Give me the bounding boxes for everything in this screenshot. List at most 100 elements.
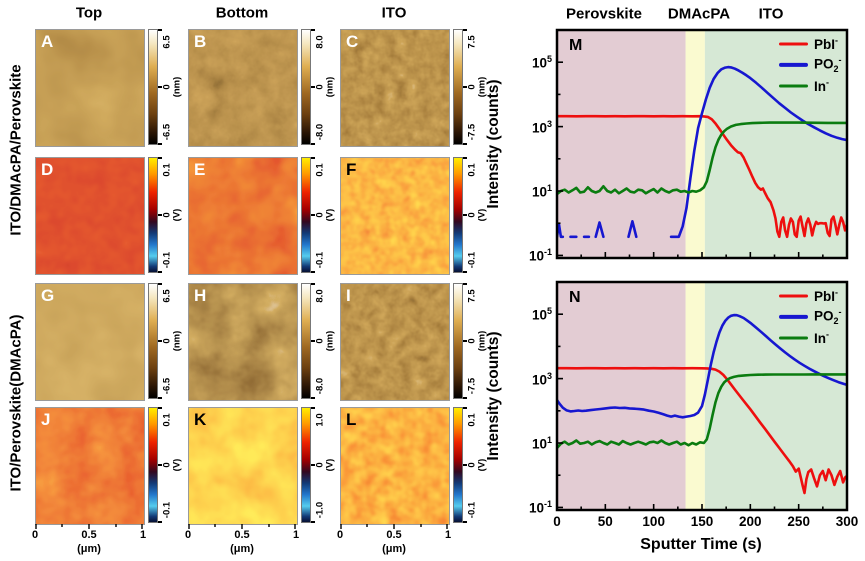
x-axis-title: Sputter Time (s): [640, 536, 762, 553]
legend-item-In-: In-: [779, 329, 829, 346]
colorbar-I-min: -7.5: [466, 377, 478, 395]
colorbar-L-min: -0.1: [466, 501, 478, 519]
colorbar-G-tick-2: [158, 397, 162, 399]
chart-N-xtick-4: 200: [739, 514, 762, 529]
chart-N-plot: [555, 280, 849, 512]
panel-letter-J: J: [41, 410, 51, 429]
colorbar-L-tick-2: [463, 521, 467, 523]
colorbar-A-min: -6.5: [161, 123, 173, 141]
colorbar-B-tick-0: [311, 29, 315, 31]
colorbar-K-tick-1: [311, 464, 315, 466]
legend-label-PO2-: PO2-: [814, 306, 842, 327]
panel-letter-C: C: [346, 32, 359, 51]
region-label-ito: ITO: [758, 5, 784, 23]
colorbar-G-tick-0: [158, 283, 162, 285]
colorbar-F-min: -0.1: [466, 251, 478, 269]
legend-swatch-In-: [779, 84, 808, 88]
colorbar-D: [148, 157, 158, 273]
legend-label-In-: In-: [814, 329, 829, 346]
colorbar-K-tick-2: [311, 521, 315, 523]
colorbar-F-tick-0: [463, 157, 467, 159]
afm-image-K: [188, 407, 298, 525]
colorbar-F-unit: (V): [476, 208, 488, 222]
afm-image-C: [340, 29, 450, 147]
colorbar-H-max: 8.0: [314, 289, 326, 303]
legend-item-PO2-: PO2-: [779, 55, 842, 74]
colorbar-E-min: -0.1: [314, 251, 326, 269]
colorbar-H-min: -8.0: [314, 377, 326, 395]
colorbar-D-unit: (V): [171, 208, 183, 222]
colorbar-J-min: -0.1: [161, 501, 173, 519]
chart-N-xtick-2: 100: [642, 514, 665, 529]
afm-image-G: [35, 283, 145, 401]
colorbar-A-tick-2: [158, 143, 162, 145]
colorbar-J-unit: (V): [171, 458, 183, 472]
panel-letter-D: D: [41, 160, 54, 179]
column-header-top: Top: [75, 4, 103, 22]
row-group-label-1: ITO/DMAcPA/Perovskite: [7, 64, 25, 236]
afm-image-F: [340, 157, 450, 275]
colorbar-E-tick-0: [311, 157, 315, 159]
afm-image-I: [340, 283, 450, 401]
afm-image-B: [188, 29, 298, 147]
colorbar-C-max: 7.5: [466, 35, 478, 49]
chart-panel-letter-N: N: [569, 289, 581, 306]
colorbar-K-min: -1.0: [314, 501, 326, 519]
colorbar-L-tick-0: [463, 407, 467, 409]
afm-xtick-col2-2: 1: [444, 529, 452, 541]
chart-N-xtick-6: 300: [835, 514, 859, 529]
colorbar-J-max: 0.1: [161, 413, 173, 427]
legend-item-PbI-: PbI-: [779, 288, 838, 304]
chart-N-ytick-2: 101: [531, 434, 552, 452]
colorbar-H-unit: (nm): [324, 330, 336, 352]
afm-image-L: [340, 407, 450, 525]
colorbar-E-tick-1: [311, 214, 315, 216]
afm-xtick-col0-0: 0: [31, 529, 39, 541]
legend-item-In-: In-: [779, 77, 829, 94]
colorbar-D-max: 0.1: [161, 163, 173, 177]
panel-letter-I: I: [346, 286, 351, 305]
colorbar-D-tick-1: [158, 214, 162, 216]
colorbar-G: [148, 283, 158, 399]
colorbar-E-unit: (V): [324, 208, 336, 222]
panel-letter-L: L: [346, 410, 357, 429]
panel-letter-H: H: [194, 286, 207, 305]
legend-swatch-In-: [779, 336, 808, 340]
y-axis-title-N: Intensity (counts): [485, 331, 502, 461]
colorbar-A-tick-0: [158, 29, 162, 31]
colorbar-L-tick-1: [463, 464, 467, 466]
colorbar-C-min: -7.5: [466, 123, 478, 141]
region-label-perovskite: Perovskite: [566, 5, 642, 23]
panel-letter-G: G: [41, 286, 55, 305]
colorbar-J-tick-2: [158, 521, 162, 523]
region-label-dmacpa: DMAcPA: [667, 5, 731, 23]
panel-letter-F: F: [346, 160, 357, 179]
legend-label-In-: In-: [814, 77, 829, 94]
panel-letter-A: A: [41, 32, 54, 51]
afm-xaxis-unit-col0: (μm): [77, 543, 101, 555]
colorbar-F-max: 0.1: [466, 163, 478, 177]
afm-xtick-col1-0: 0: [184, 529, 192, 541]
afm-xtick-col2-1: 0.5: [386, 529, 402, 541]
colorbar-F: [453, 157, 463, 273]
afm-xtick-col0-1: 0.5: [81, 529, 97, 541]
colorbar-B-tick-1: [311, 86, 315, 88]
chart-N-xtick-5: 250: [787, 514, 810, 529]
chart-M-ytick-0: 105: [531, 53, 552, 71]
chart-N-xtick-0: 0: [553, 514, 561, 529]
colorbar-H-tick-0: [311, 283, 315, 285]
chart-M-plot: [555, 28, 849, 260]
panel-letter-K: K: [194, 410, 207, 429]
legend-swatch-PO2-: [779, 63, 808, 67]
chart-N-ytick-0: 105: [531, 305, 552, 323]
colorbar-A-tick-1: [158, 86, 162, 88]
afm-xtick-col2-0: 0: [336, 529, 344, 541]
colorbar-D-min: -0.1: [161, 251, 173, 269]
colorbar-J-tick-0: [158, 407, 162, 409]
colorbar-I-tick-2: [463, 397, 467, 399]
colorbar-J-tick-1: [158, 464, 162, 466]
afm-xaxis-col1: [188, 524, 296, 529]
colorbar-C: [453, 29, 463, 145]
colorbar-E-tick-2: [311, 271, 315, 273]
afm-image-A: [35, 29, 145, 147]
